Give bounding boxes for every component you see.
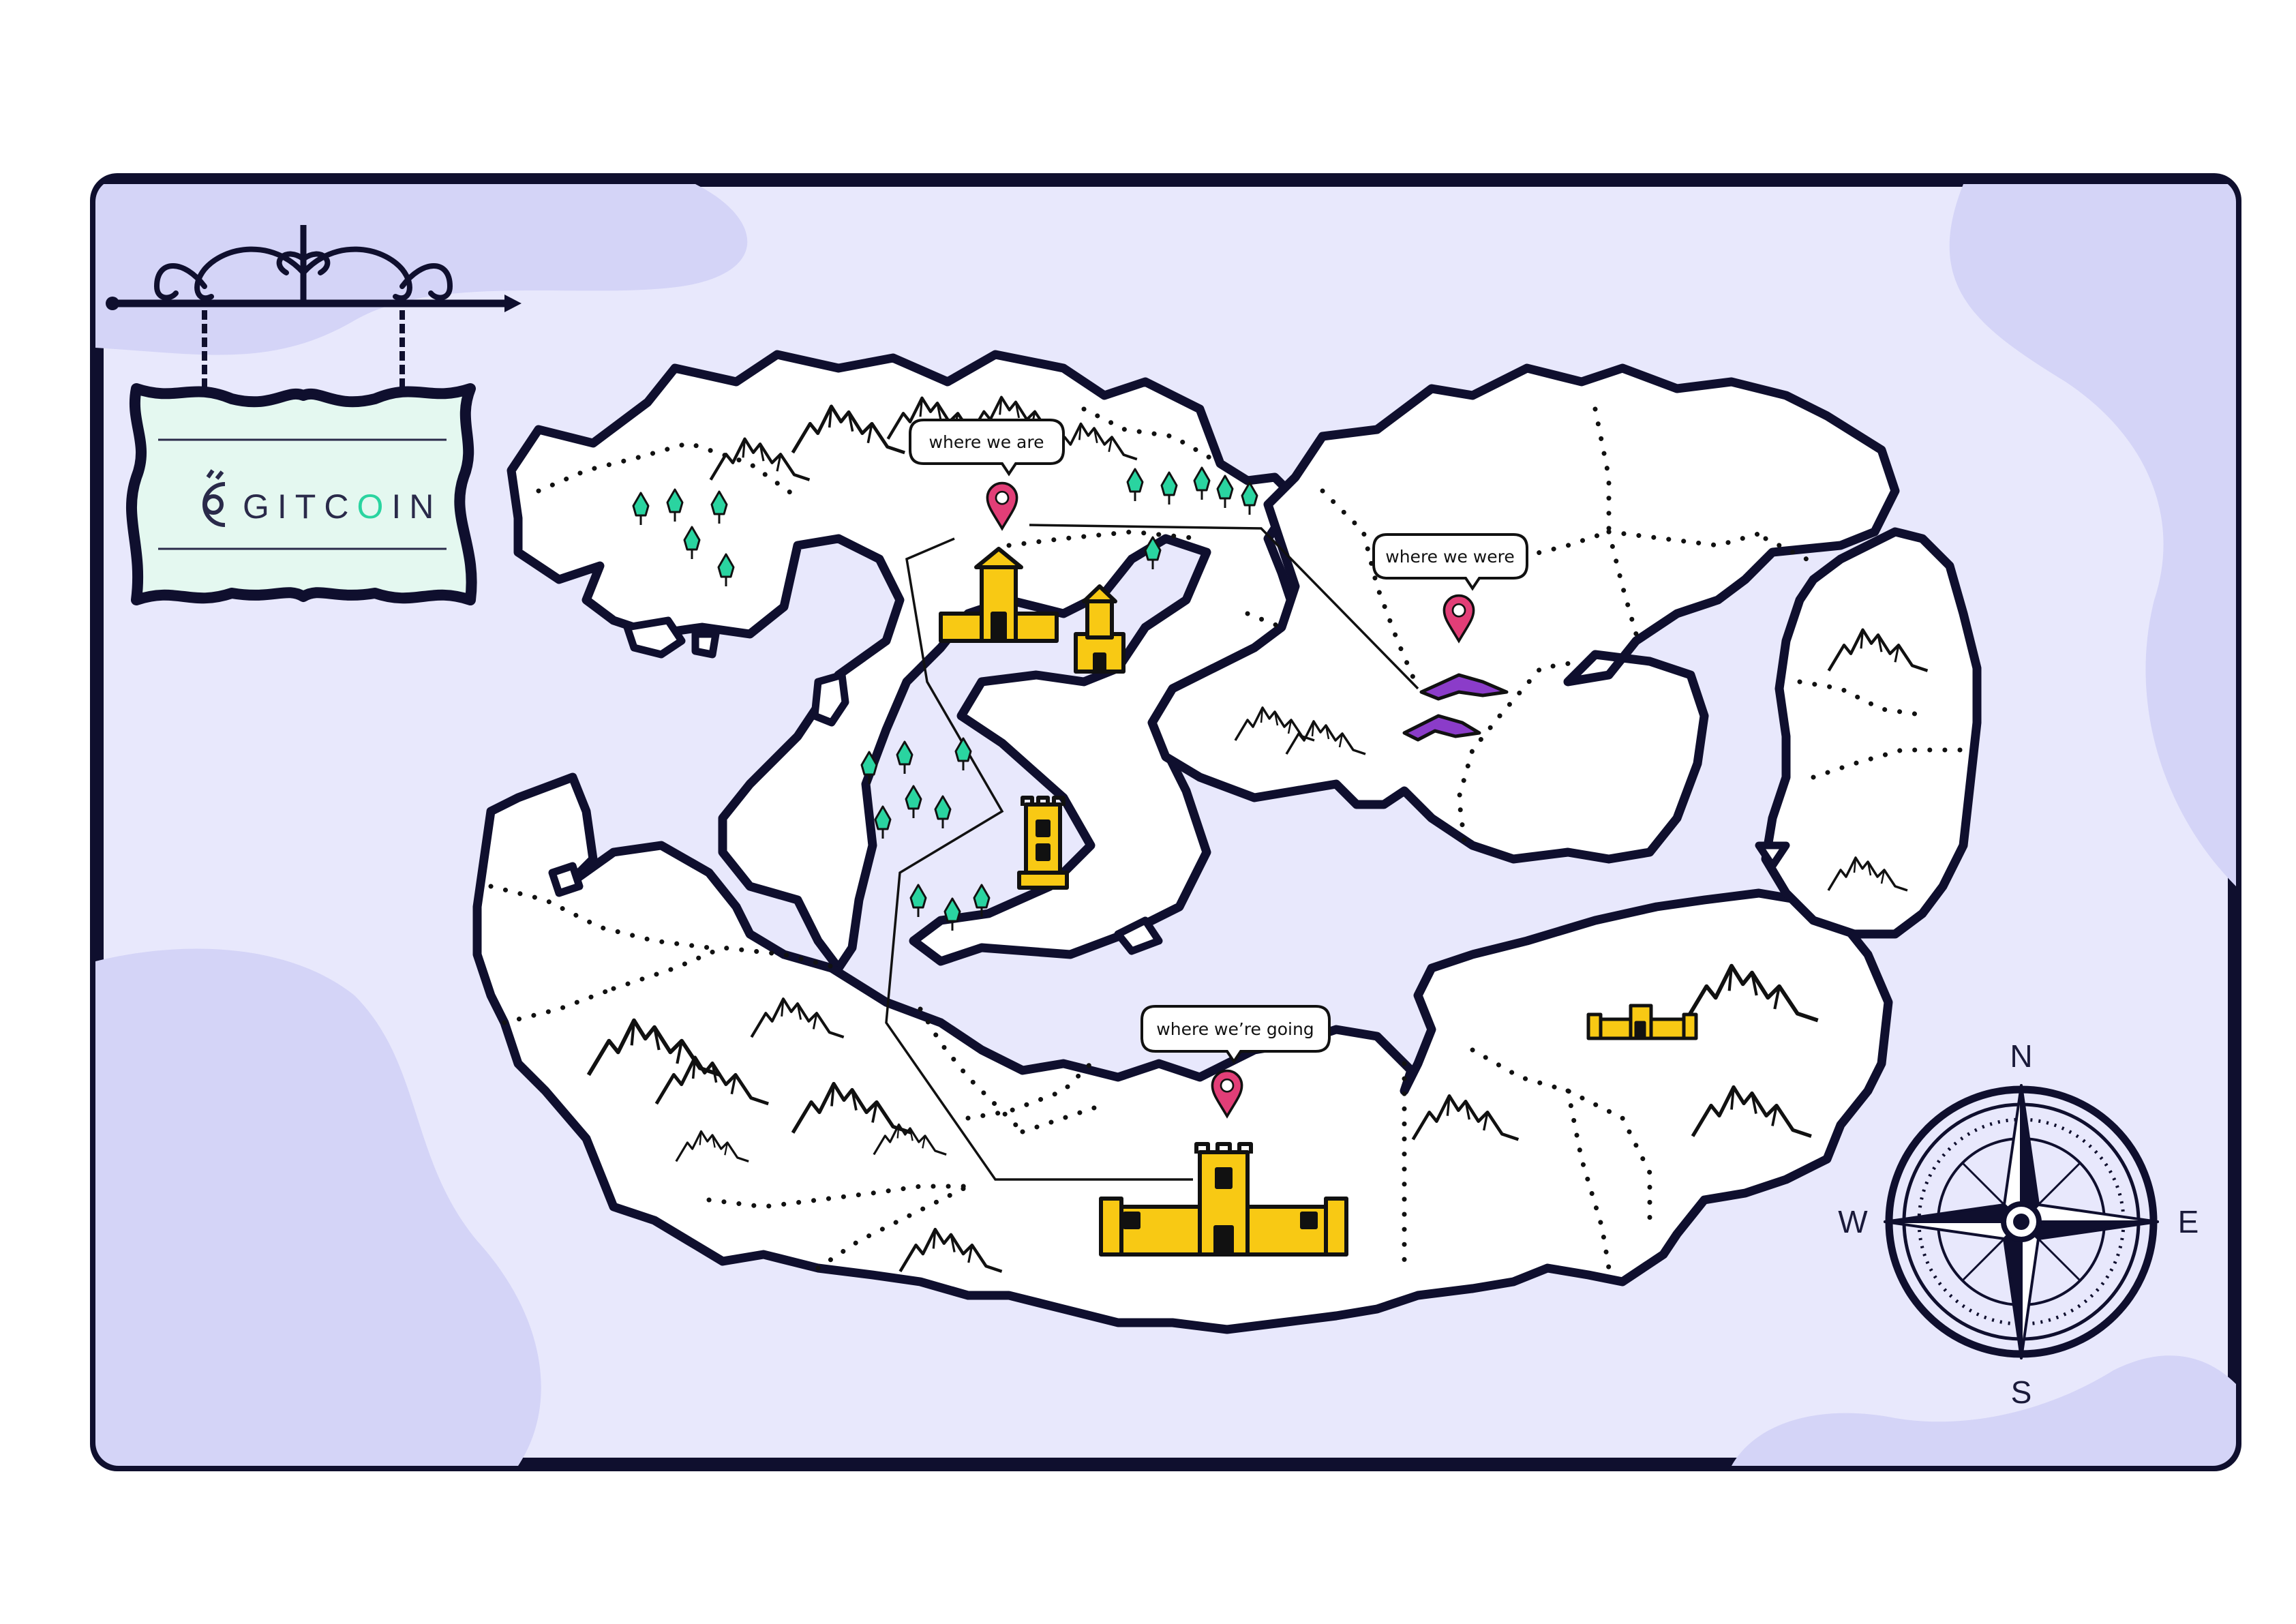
compass-south: S <box>2011 1374 2032 1410</box>
speech-bubble <box>1141 1005 1331 1064</box>
small-islands <box>548 616 1790 955</box>
south-land <box>472 772 1893 1334</box>
speech-bubble <box>909 419 1065 477</box>
gitcoin-mark-icon <box>202 469 226 527</box>
marker-label: where we are <box>929 432 1044 452</box>
logo-text: GITCOIN <box>243 487 442 526</box>
castle-where-we-are <box>939 547 1059 643</box>
compass-rose: N S E W <box>1838 1038 2199 1410</box>
tent-camp <box>1402 673 1509 742</box>
marker-where-we-are[interactable]: where we are <box>909 419 1065 530</box>
compass-west: W <box>1838 1204 1868 1239</box>
compass-north: N <box>2010 1038 2032 1074</box>
marker-label: where we’re going <box>1156 1019 1314 1039</box>
castle-east <box>1586 1004 1698 1040</box>
speech-bubble <box>1372 533 1528 591</box>
sign-board <box>126 383 477 605</box>
far-east-island <box>1761 527 1982 939</box>
sea-shading <box>95 184 2236 1466</box>
compass-east: E <box>2178 1204 2199 1239</box>
route-line <box>885 524 1419 1181</box>
marker-label: where we were <box>1385 547 1514 567</box>
north-west-land <box>507 350 1300 973</box>
castle-where-were-going <box>1099 1142 1348 1257</box>
gitcoin-logo: GITCOIN <box>202 469 442 527</box>
marker-where-were-going[interactable]: where we’re going <box>1141 1005 1331 1118</box>
landmasses <box>472 350 1982 1334</box>
dotted-borders <box>488 406 1966 1271</box>
castle-small-tower <box>1074 584 1126 674</box>
east-island <box>1147 363 1900 864</box>
marker-where-we-were[interactable]: where we were <box>1372 533 1528 643</box>
castle-middle-tower <box>1017 796 1069 890</box>
hanging-sign: GITCOIN <box>106 225 522 605</box>
